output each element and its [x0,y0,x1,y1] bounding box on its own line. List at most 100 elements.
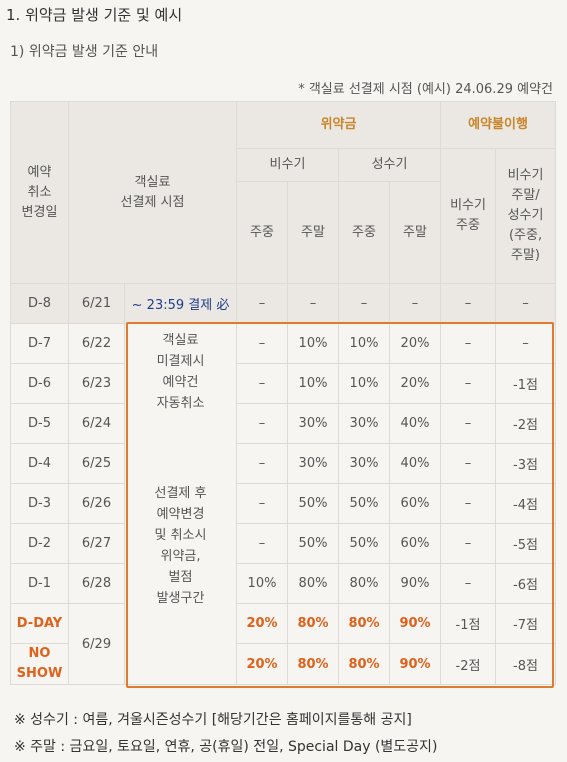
day-cell: D-5 [10,403,69,444]
header-off-season: 비수기 [236,148,339,182]
table-row: D-1 6/28 10% 80% 80% 90% – -6점 [10,563,557,604]
value-cell: – [287,283,339,324]
header-no-show: 예약불이행 [440,101,557,149]
value-cell: 30% [287,403,339,444]
example-note: * 객실료 선결제 시점 (예시) 24.06.29 예약건 [298,82,553,97]
value-cell: 80% [287,603,339,644]
value-cell: -4점 [495,483,557,524]
value-cell: 50% [338,483,390,524]
value-cell: 10% [338,363,390,404]
value-cell: -8점 [495,643,557,685]
description-cell: 객실료 미결제시 예약건 자동취소 선결제 후 예약변경 및 취소시 위약금, … [124,323,237,685]
subsection-title: 1) 위약금 발생 기준 안내 [10,44,159,60]
value-cell: 20% [236,643,288,685]
section-title: 1. 위약금 발생 기준 및 예시 [6,6,183,24]
value-cell: 20% [388,323,442,364]
date-cell: 6/24 [68,403,125,444]
value-cell: -5점 [495,523,557,564]
value-cell: 60% [388,483,442,524]
value-cell: -6점 [495,563,557,604]
header-peak-weekday: 주중 [338,181,390,284]
value-cell: -2점 [440,643,497,685]
value-cell: 60% [388,523,442,564]
value-cell: – [440,483,497,524]
date-cell: 6/22 [68,323,125,364]
value-cell: 50% [287,523,339,564]
value-cell: 20% [236,603,288,644]
day-cell: NO SHOW [10,643,69,685]
day-cell: D-4 [10,443,69,484]
day-cell: D-1 [10,563,69,604]
header-peak-weekend: 주말 [388,181,442,284]
table-row: D-5 6/24 – 30% 30% 40% – -2점 [10,403,557,444]
value-cell: – [236,523,288,564]
header-penalty: 위약금 [235,101,442,149]
value-cell: – [440,403,497,444]
value-cell: 30% [287,443,339,484]
value-cell: 40% [388,403,442,444]
table-row: D-3 6/26 – 50% 50% 60% – -4점 [10,483,557,524]
date-cell: 6/25 [68,443,125,484]
footnote-weekend: ※ 주말 : 금요일, 토요일, 연휴, 공(휴일) 전일, Special D… [14,739,438,755]
table-row: D-DAY 6/29 20% 80% 80% 90% -1점 -7점 [10,603,557,685]
date-cell: 6/21 [68,283,125,324]
date-cell: 6/29 [68,603,125,685]
value-cell: – [495,323,557,364]
value-cell: 80% [338,563,390,604]
value-cell: – [440,443,497,484]
value-cell: 80% [338,603,390,644]
value-cell: 10% [287,363,339,404]
day-cell: D-DAY [10,603,69,644]
value-cell: – [236,283,288,324]
value-cell: – [388,283,442,324]
value-cell: – [236,403,288,444]
date-cell: 6/27 [68,523,125,564]
header-ns-mixed: 비수기 주말/성수기 (주중, 주말) [495,148,557,284]
value-cell: – [236,363,288,404]
value-cell: -1점 [495,363,557,404]
value-cell: 30% [338,443,390,484]
table-row: D-4 6/25 – 30% 30% 40% – -3점 [10,443,557,484]
value-cell: -7점 [495,603,557,644]
table-row: D-2 6/27 – 50% 50% 60% – -5점 [10,523,557,564]
value-cell: -3점 [495,443,557,484]
header-off-weekend: 주말 [287,181,339,284]
value-cell: 50% [287,483,339,524]
value-cell: – [440,523,497,564]
value-cell: 10% [338,323,390,364]
header-peak-season: 성수기 [337,148,442,182]
value-cell: – [236,323,288,364]
value-cell: 80% [287,643,339,685]
day-cell: D-3 [10,483,69,524]
day-cell: D-6 [10,363,69,404]
table-row: NO SHOW 20% 80% 80% 90% -2점 -8점 [10,643,557,685]
value-cell: -2점 [495,403,557,444]
penalty-table: 예약 취소 변경일 객실료 선결제 시점 위약금 예약불이행 비수기 성수기 비수기 주… [10,101,557,685]
date-cell: 6/26 [68,483,125,524]
value-cell: 50% [338,523,390,564]
value-cell: – [440,283,497,324]
value-cell: 10% [287,323,339,364]
value-cell: – [495,283,557,324]
day-cell: D-7 [10,323,69,364]
value-cell: 30% [338,403,390,444]
value-cell: 10% [236,563,288,604]
day-cell: D-8 [10,283,69,324]
payment-deadline: ~ 23:59 결제 必 [124,283,237,324]
date-cell: 6/28 [68,563,125,604]
value-cell: 80% [287,563,339,604]
value-cell: – [236,443,288,484]
value-cell: – [440,563,497,604]
value-cell: 80% [338,643,390,685]
value-cell: 40% [388,443,442,484]
header-prepay-time: 객실료 선결제 시점 [68,101,237,284]
value-cell: – [338,283,390,324]
value-cell: 20% [388,363,442,404]
table-row: D-6 6/23 – 10% 10% 20% – -1점 [10,363,557,404]
value-cell: – [236,483,288,524]
day-cell: D-2 [10,523,69,564]
value-cell: 90% [388,643,442,685]
table-row: D-8 6/21 ~ 23:59 결제 必 – – – – – – [10,283,557,324]
footnote-peak-season: ※ 성수기 : 여름, 겨울시즌성수기 [해당기간은 홈페이지를통해 공지] [14,712,412,728]
value-cell: -1점 [440,603,497,644]
